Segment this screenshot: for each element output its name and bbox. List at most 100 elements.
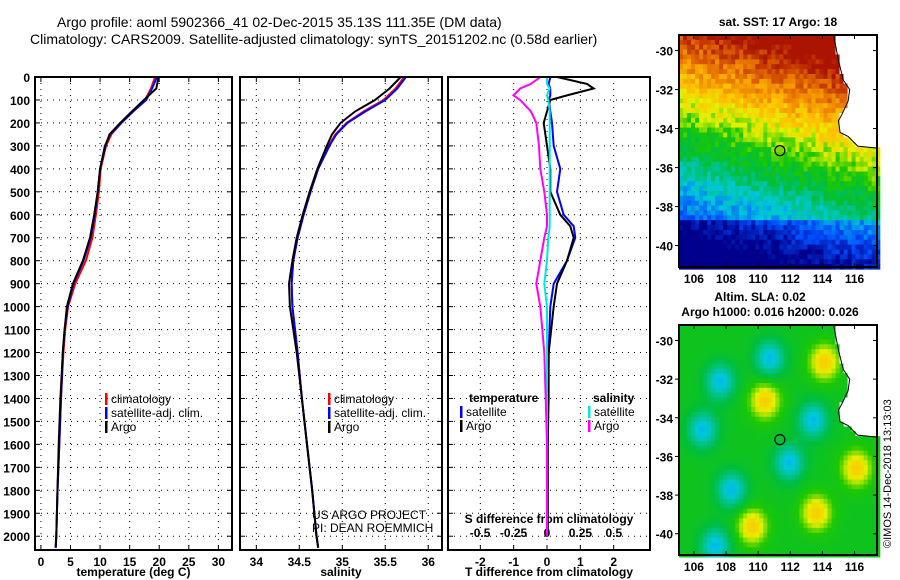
map-cell <box>815 455 821 461</box>
map-cell <box>795 460 800 466</box>
map-cell <box>739 191 744 197</box>
map-cell <box>779 215 784 221</box>
map-cell <box>747 402 752 408</box>
map-cell <box>755 132 760 138</box>
map-cell <box>759 244 764 251</box>
map-cell <box>823 127 829 134</box>
map-cell <box>759 59 764 65</box>
map-cell <box>819 334 825 341</box>
s-diff-tick-label: -0.5 <box>470 526 491 540</box>
map-cell <box>819 479 825 485</box>
map-cell <box>695 407 700 413</box>
map-cell <box>831 191 837 197</box>
map-cell <box>863 523 869 529</box>
map-cell <box>739 412 744 418</box>
map-cell <box>835 329 841 336</box>
map-cell <box>707 210 712 216</box>
map-cell <box>787 339 792 345</box>
map-cell <box>823 354 829 360</box>
map-cell <box>735 117 740 124</box>
map-cell <box>743 98 748 104</box>
map-cell <box>707 122 712 129</box>
map-cell <box>787 465 792 471</box>
legend-label: climatology <box>334 392 394 406</box>
map-cell <box>847 498 853 505</box>
map-cell <box>811 523 817 529</box>
map-cell <box>843 431 849 437</box>
map-cell <box>679 156 684 163</box>
map-cell <box>739 489 744 495</box>
map-cell <box>699 484 704 490</box>
map-cell <box>823 122 829 129</box>
map-cell <box>711 474 716 481</box>
map-cell <box>787 215 792 221</box>
map-cell <box>767 83 772 90</box>
map-cell <box>799 354 804 360</box>
map-cell <box>751 210 756 216</box>
map-cell <box>827 325 833 331</box>
map-cell <box>731 407 736 413</box>
map-cell <box>835 142 841 148</box>
map-cell <box>859 93 865 99</box>
map-cell <box>699 527 704 534</box>
map-cell <box>819 142 825 148</box>
map-cell <box>807 44 813 51</box>
map-cell <box>755 54 760 60</box>
x-tick-label: 34.5 <box>288 555 312 569</box>
map-cell <box>747 508 752 514</box>
map-cell <box>723 171 728 177</box>
map-cell <box>727 325 732 331</box>
map-cell <box>795 64 800 70</box>
map-cell <box>847 220 853 226</box>
map-cell <box>679 460 684 466</box>
map-cell <box>867 210 873 216</box>
map-cell <box>791 122 796 129</box>
map-cell <box>751 383 756 389</box>
map-cell <box>807 244 813 251</box>
map-cell <box>847 83 853 90</box>
map-cell <box>799 397 804 403</box>
map-cell <box>711 176 716 182</box>
depth-tick-label: 1300 <box>3 369 30 383</box>
map-cell <box>831 205 837 212</box>
map-cell <box>871 508 877 514</box>
map-cell <box>739 186 744 192</box>
map-cell <box>855 78 861 85</box>
map-cell <box>759 98 764 104</box>
map-cell <box>735 78 740 85</box>
map-cell <box>683 378 688 384</box>
map-cell <box>687 397 692 403</box>
map-cell <box>815 137 821 143</box>
map-cell <box>823 137 829 143</box>
map-cell <box>787 426 792 432</box>
map-cell <box>823 334 829 341</box>
map-cell <box>735 156 740 163</box>
map-cell <box>815 108 821 114</box>
map-cell <box>803 373 809 379</box>
map-cell <box>819 127 825 134</box>
map-cell <box>711 39 716 46</box>
map-cell <box>719 344 724 350</box>
map-cell <box>835 518 841 524</box>
map-cell <box>727 127 732 134</box>
map-cell <box>827 392 833 398</box>
map-cell <box>799 74 804 80</box>
map-cell <box>739 44 744 51</box>
map-cell <box>871 445 877 452</box>
map-cell <box>759 339 764 345</box>
legend-label: satellite-adj. clim. <box>334 406 426 420</box>
map-cell <box>783 44 788 51</box>
map-cell <box>687 412 692 418</box>
map-cell <box>727 142 732 148</box>
map-cell <box>827 513 833 519</box>
map-cell <box>815 98 821 104</box>
map-cell <box>715 426 720 432</box>
map-cell <box>775 83 780 90</box>
map-cell <box>747 537 752 543</box>
map-cell <box>767 387 772 394</box>
map-cell <box>731 412 736 418</box>
map-cell <box>775 498 780 505</box>
map-cell <box>859 479 865 485</box>
map-cell <box>699 122 704 129</box>
map-cell <box>767 465 772 471</box>
